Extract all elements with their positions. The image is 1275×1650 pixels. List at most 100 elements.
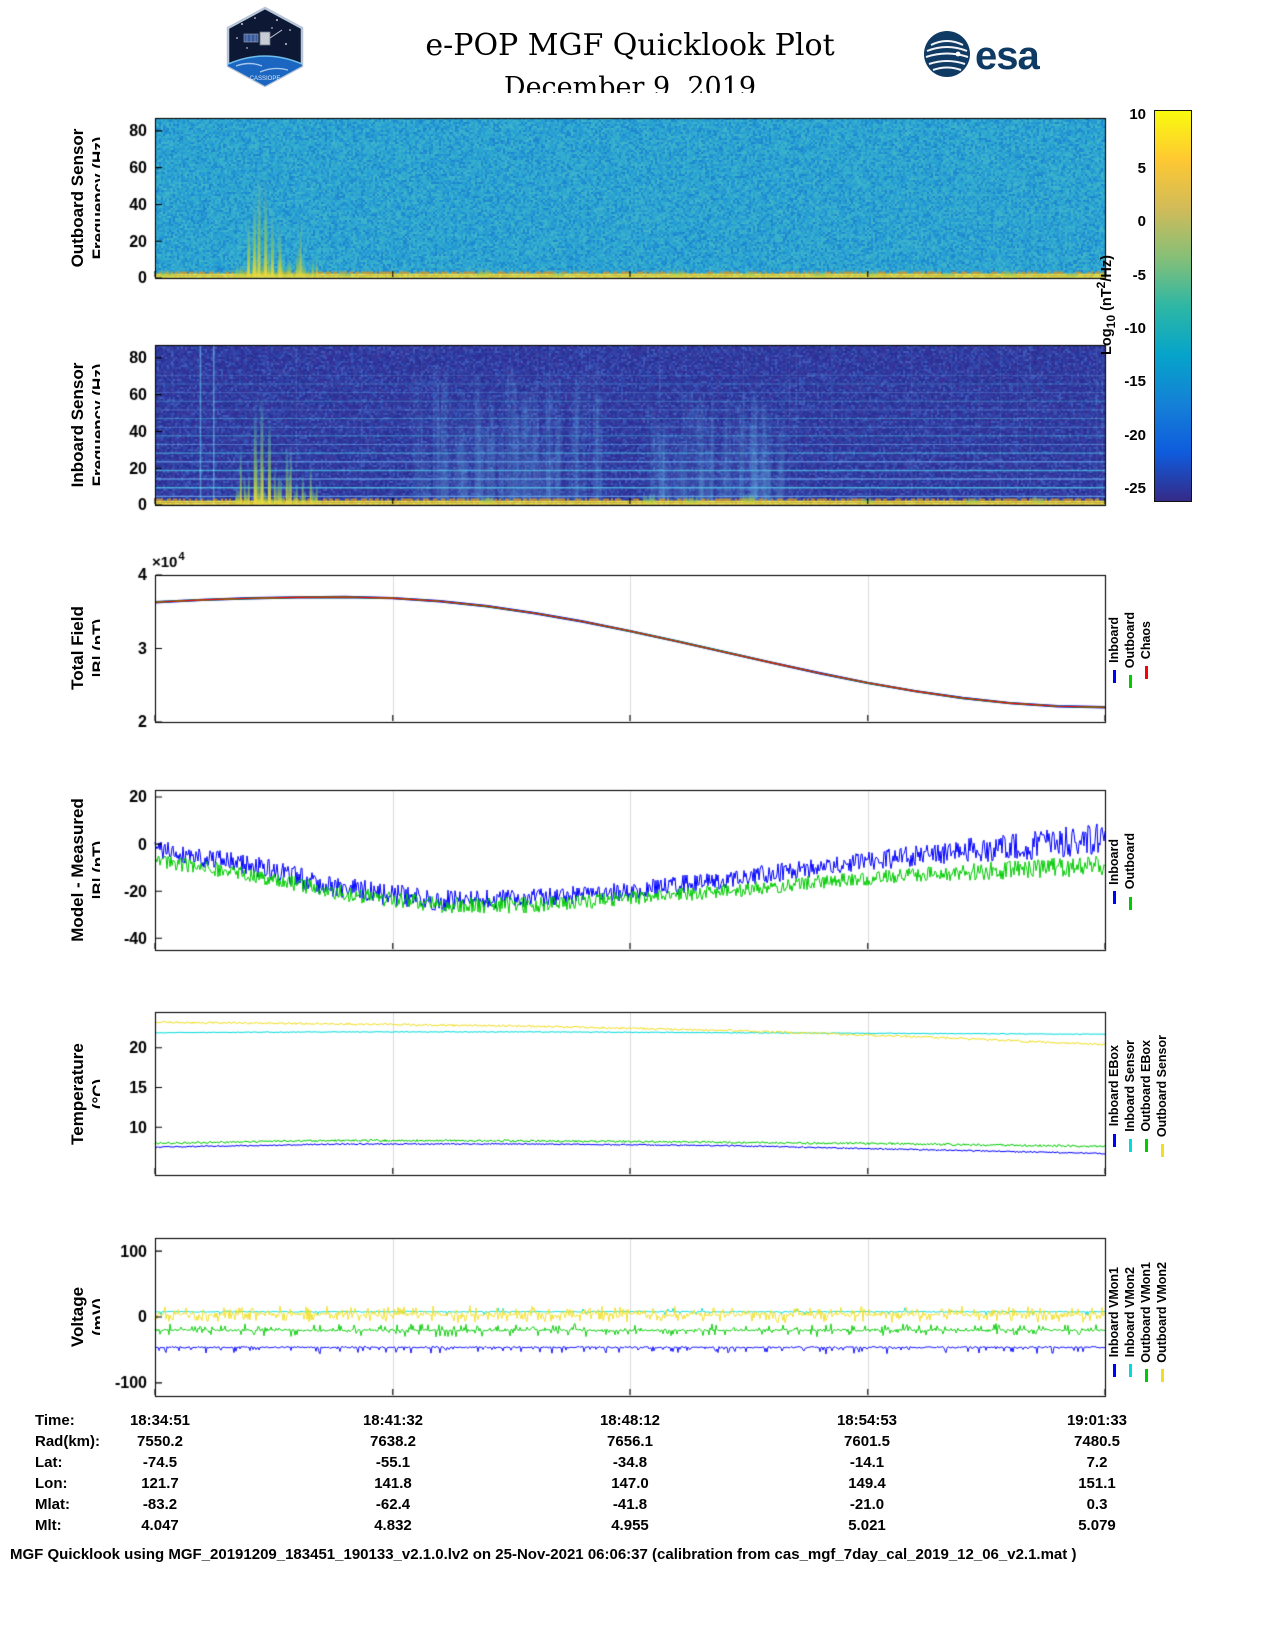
ylabel-line: Total Field [68,606,87,690]
legend-mark [1128,896,1132,910]
legend-label-inboard: Inboard [1107,838,1121,885]
voltage-plot [100,1213,1110,1403]
table-cell: 7550.2 [137,1433,183,1450]
ylabel-line: Voltage [68,1286,87,1348]
table-cell: 0.3 [1086,1496,1108,1513]
colorbar-tick: 10 [1129,106,1146,124]
legend-label-inboard-vmon1: Inboard VMon1 [1107,1266,1121,1358]
table-cell: 7601.5 [844,1433,890,1450]
table-row-label: Time: [35,1412,75,1429]
footer-provenance-text: MGF Quicklook using MGF_20191209_183451_… [10,1546,1077,1563]
legend-entry: Outboard [1122,790,1138,953]
legend-entry: Outboard VMon2 [1154,1238,1170,1406]
legend-mark [1128,1364,1132,1378]
colorbar-tick: -20 [1124,426,1146,444]
table-cell: 18:54:53 [836,1412,898,1429]
model-measured-plot [100,765,1110,957]
table-cell: 7638.2 [370,1433,416,1450]
colorbar-tick: -15 [1124,373,1146,391]
table-cell: 147.0 [611,1475,649,1492]
total-field-plot [100,550,1110,729]
ylabel-line: Temperature [68,1043,87,1145]
inboard-spectrogram-plot [100,320,1110,512]
table-cell: -55.1 [375,1454,411,1471]
table-cell: -83.2 [142,1496,178,1513]
legend-label-inboard-vmon2: Inboard VMon2 [1123,1266,1137,1358]
legend-label-outboard-vmon2: Outboard VMon2 [1155,1261,1169,1363]
table-cell: -74.5 [142,1454,178,1471]
esa-logo-icon: esa [924,31,1041,78]
colorbar [1154,110,1192,502]
legend-label-outboard-vmon1: Outboard VMon1 [1139,1261,1153,1363]
table-cell: 121.7 [141,1475,179,1492]
legend-label-inboard: Inboard [1107,617,1121,663]
legend-entry: Inboard EBox [1106,1012,1122,1180]
total-field-legend: Inboard Outboard Chaos [1106,575,1154,725]
table-cell: 5.079 [1078,1517,1116,1534]
table-row-label: Lat: [35,1454,63,1471]
colorbar-tick: -10 [1124,320,1146,338]
table-row-label: Lon: [35,1475,68,1492]
temperature-plot [100,987,1110,1182]
table-cell: 19:01:33 [1066,1412,1128,1429]
table-cell: 18:48:12 [599,1412,661,1429]
legend-mark [1144,666,1148,680]
table-cell: 18:34:51 [129,1412,191,1429]
model-measured-legend: Inboard Outboard [1106,790,1138,953]
table-cell: 149.4 [848,1475,886,1492]
table-row-label: Rad(km): [35,1433,101,1450]
table-cell: 7.2 [1086,1454,1108,1471]
table-cell: -34.8 [612,1454,648,1471]
table-cell: 4.047 [141,1517,179,1534]
legend-label-outboard-ebox: Outboard EBox [1139,1040,1153,1132]
legend-mark [1144,1369,1148,1383]
legend-mark [1112,1364,1116,1378]
temperature-legend: Inboard EBox Inboard Sensor Outboard EBox O… [1106,1012,1170,1180]
legend-mark [1160,1144,1164,1158]
table-cell: 18:41:32 [362,1412,424,1429]
colorbar-tick: 5 [1137,159,1146,177]
ylabel-line: Inboard Sensor [68,362,87,488]
table-cell: 7480.5 [1074,1433,1120,1450]
table-cell: 5.021 [848,1517,886,1534]
legend-label-outboard-sensor: Outboard Sensor [1155,1034,1169,1138]
legend-mark [1112,891,1116,905]
legend-mark [1128,675,1132,689]
legend-mark [1160,1369,1164,1383]
colorbar-tick: 0 [1137,213,1146,231]
legend-entry: Inboard VMon1 [1106,1238,1122,1406]
legend-label-inboard-sensor: Inboard Sensor [1123,1040,1137,1132]
legend-entry: Outboard VMon1 [1138,1238,1154,1406]
legend-label-chaos: Chaos [1139,620,1153,660]
voltage-legend: Inboard VMon1 Inboard VMon2 Outboard VMon1… [1106,1238,1170,1406]
satellite-icon [243,29,283,46]
legend-entry: Outboard [1122,575,1138,725]
legend-entry: Inboard [1106,790,1122,953]
table-cell: 141.8 [374,1475,412,1492]
mission-patch-text: CASSIOPE [250,76,281,82]
legend-label-outboard: Outboard [1123,611,1137,669]
legend-label-outboard: Outboard [1123,833,1137,890]
table-cell: 4.955 [611,1517,649,1534]
table-cell: 4.832 [374,1517,412,1534]
legend-mark [1144,1138,1148,1152]
cassiope-patch-icon: CASSIOPE [226,6,304,88]
page-title: e-POP MGF Quicklook Plot [425,28,835,63]
legend-entry: Inboard [1106,575,1122,725]
legend-label-inboard-ebox: Inboard EBox [1107,1045,1121,1127]
esa-logo-text: esa [975,34,1040,78]
legend-entry: Chaos [1138,575,1154,725]
table-row-label: Mlat: [35,1496,70,1513]
legend-mark [1112,1133,1116,1147]
ylabel-line: Outboard Sensor [68,128,87,268]
legend-entry: Inboard Sensor [1122,1012,1138,1180]
table-cell: -41.8 [612,1496,648,1513]
mission-patch-logo: CASSIOPE [222,6,308,93]
table-row-label: Mlt: [35,1517,62,1534]
table-cell: -14.1 [849,1454,885,1471]
colorbar-tick: -5 [1132,266,1146,284]
colorbar-label-part: (nT [1098,288,1115,315]
table-cell: 7656.1 [607,1433,653,1450]
table-cell: -21.0 [849,1496,885,1513]
